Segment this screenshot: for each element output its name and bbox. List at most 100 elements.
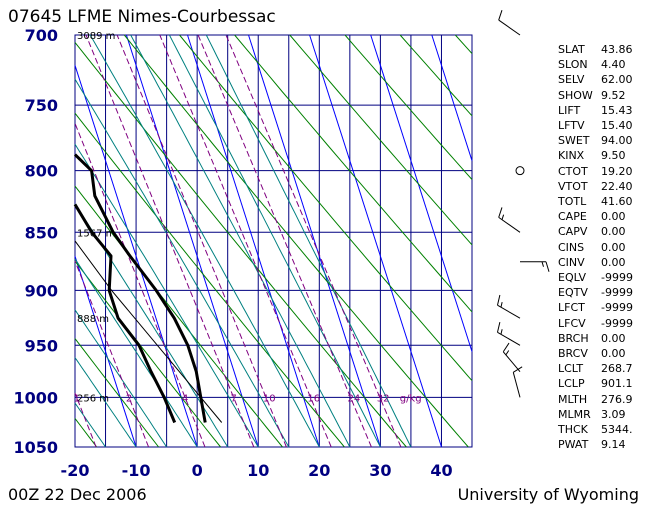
wind-barb-icon [496, 322, 521, 346]
index-value: 901.1 [601, 377, 633, 391]
wind-barb-icon [498, 10, 521, 36]
index-value: 0.00 [601, 210, 626, 224]
index-key: LFCV [558, 316, 586, 330]
index-key: SLON [558, 58, 588, 72]
index-row-mlmr: MLMR 3.09 [558, 407, 633, 422]
dry-adiabats [74, 34, 473, 448]
height-label: 1567 m [77, 228, 115, 239]
mixing-ratio-line [116, 34, 287, 448]
wind-barb-half-flag [500, 302, 503, 308]
mixing-ratio-label: 32 [377, 393, 390, 404]
mixing-ratio-line [74, 392, 97, 448]
temperature-profile [73, 153, 207, 423]
dry-adiabat-line [74, 338, 159, 448]
index-row-lclp: LCLP 901.1 [558, 376, 633, 391]
wind-barbs [496, 10, 550, 398]
index-value: -9999 [601, 301, 633, 315]
index-row-capv: CAPV 0.00 [558, 224, 633, 239]
pressure-tick-label: 850 [25, 223, 58, 242]
index-value: 0.00 [601, 347, 626, 361]
index-key: CINS [558, 240, 585, 254]
mixing-ratio-label: 1 [74, 393, 80, 404]
index-key: LIFT [558, 103, 581, 117]
index-row-swet: SWET 94.00 [558, 133, 633, 148]
index-row-eqtv: EQTV -9999 [558, 285, 633, 300]
index-value: 9.14 [601, 438, 626, 452]
mixing-ratio-lines [74, 34, 402, 448]
wind-barb-staff [512, 372, 521, 398]
index-value: -9999 [601, 286, 633, 300]
temperature-tick-label: 40 [430, 461, 452, 480]
index-value: 41.60 [601, 195, 633, 209]
wind-barb-icon [520, 261, 550, 272]
index-key: CAPE [558, 210, 587, 224]
dry-adiabat-line [289, 34, 473, 246]
index-row-vtot: VTOT 22.40 [558, 179, 633, 194]
wind-barb-icon [502, 342, 521, 373]
moist-adiabat-line [205, 34, 412, 448]
index-row-mlth: MLTH 276.9 [558, 392, 633, 407]
temperature-tick-label: -20 [61, 461, 90, 480]
parcel-path-line [74, 240, 223, 423]
index-row-lclt: LCLT 268.7 [558, 361, 633, 376]
index-row-selv: SELV 62.00 [558, 72, 633, 87]
index-row-cinv: CINV 0.00 [558, 255, 633, 270]
isotherm-line [187, 34, 320, 448]
wind-barb-icon [512, 366, 523, 398]
index-value: 268.7 [601, 362, 633, 376]
isotherm-line [309, 34, 442, 448]
calm-wind-icon [515, 166, 525, 176]
mixing-ratio-line [74, 123, 206, 448]
wind-barb-flag [502, 342, 510, 353]
mixing-ratio-label: 7 [230, 393, 236, 404]
index-value: 94.00 [601, 134, 633, 148]
wind-barb-staff [497, 331, 521, 346]
index-row-slat: SLAT 43.86 [558, 42, 633, 57]
dry-adiabat-line [74, 418, 98, 448]
moist-adiabat-line [89, 34, 320, 448]
wind-barb-icon [496, 294, 521, 319]
index-key: LFTV [558, 119, 585, 133]
index-key: SLAT [558, 43, 585, 56]
index-value: 0.00 [601, 225, 626, 239]
index-value: 62.00 [601, 73, 633, 87]
index-row-lftv: LFTV 15.40 [558, 118, 633, 133]
index-value: 0.00 [601, 240, 626, 254]
index-row-lfcv: LFCV -9999 [558, 316, 633, 331]
pressure-tick-label: 900 [25, 281, 58, 300]
index-key: SWET [558, 134, 590, 148]
isotherm-line [370, 34, 473, 352]
index-row-brcv: BRCV 0.00 [558, 346, 633, 361]
stability-indices: SLAT 43.86 SLON 4.40 SELV 62.00 SHOW 9.52 LIFT 15… [558, 42, 633, 452]
mixing-ratio-label: 4 [182, 393, 188, 404]
dry-adiabat-line [454, 34, 473, 54]
moist-adiabat-line [130, 34, 351, 448]
index-key: CINV [558, 255, 585, 269]
pressure-tick-label: 750 [25, 96, 58, 115]
moist-adiabat-line [74, 143, 259, 448]
temperature-tick-label: -10 [122, 461, 151, 480]
dry-adiabat-line [123, 34, 469, 448]
moist-adiabat-line [74, 402, 106, 448]
dry-adiabat-line [74, 185, 283, 448]
wind-barb-flag [498, 207, 503, 218]
index-value: 0.00 [601, 331, 626, 345]
wind-barb-half-flag [501, 214, 505, 220]
index-row-brch: BRCH 0.00 [558, 331, 633, 346]
index-key: KINX [558, 149, 585, 163]
temperature-tick-label: 0 [192, 461, 203, 480]
chart-title: 07645 LFME Nimes-Courbessac [8, 7, 276, 27]
index-key: CAPV [558, 225, 588, 239]
mixing-ratio-label: 24 [347, 393, 360, 404]
wind-barb-half-flag [500, 329, 503, 335]
wind-barb-staff [498, 216, 521, 233]
index-row-cape: CAPE 0.00 [558, 209, 633, 224]
wind-barb-flag [496, 322, 501, 333]
dry-adiabat-line [234, 34, 473, 313]
wind-barb-staff [502, 351, 521, 373]
isotherm-line [248, 34, 381, 448]
temperature-tick-label: 10 [247, 461, 269, 480]
index-key: SHOW [558, 88, 593, 102]
wind-barb-flag [545, 261, 550, 272]
